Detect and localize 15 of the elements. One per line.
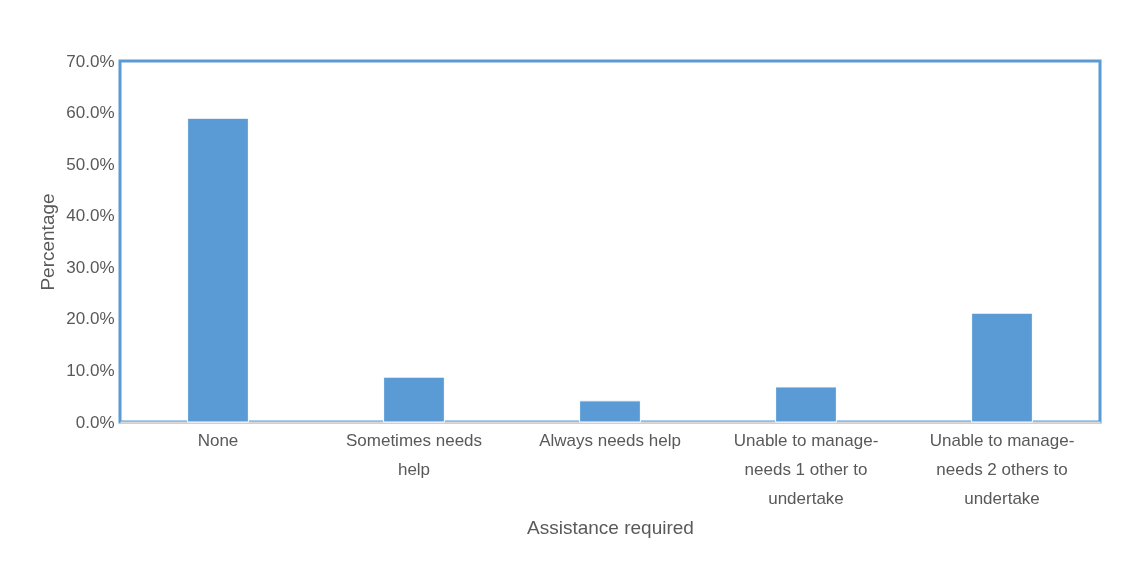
x-tick-label: None <box>197 430 239 450</box>
x-tick-label: Unable to manage- needs 1 other to undertake <box>733 430 879 508</box>
y-tick-label: 0.0% <box>75 412 115 432</box>
y-tick-label: 60.0% <box>66 103 115 123</box>
y-tick-label: 20.0% <box>66 309 115 329</box>
y-tick-label: 50.0% <box>66 154 115 174</box>
x-tick-label: Sometimes needs help <box>345 430 483 479</box>
x-tick-label: Always needs help <box>539 430 681 450</box>
x-axis-title: Assistance required <box>527 516 694 538</box>
x-tick-label: Unable to manage- needs 2 others to undertake <box>929 430 1075 508</box>
y-axis-title: Percentage <box>37 193 59 291</box>
y-tick-label: 10.0% <box>66 360 115 380</box>
y-tick-label: 70.0% <box>66 51 115 71</box>
y-tick-label: 30.0% <box>66 257 115 277</box>
y-tick-label: 40.0% <box>66 206 115 226</box>
